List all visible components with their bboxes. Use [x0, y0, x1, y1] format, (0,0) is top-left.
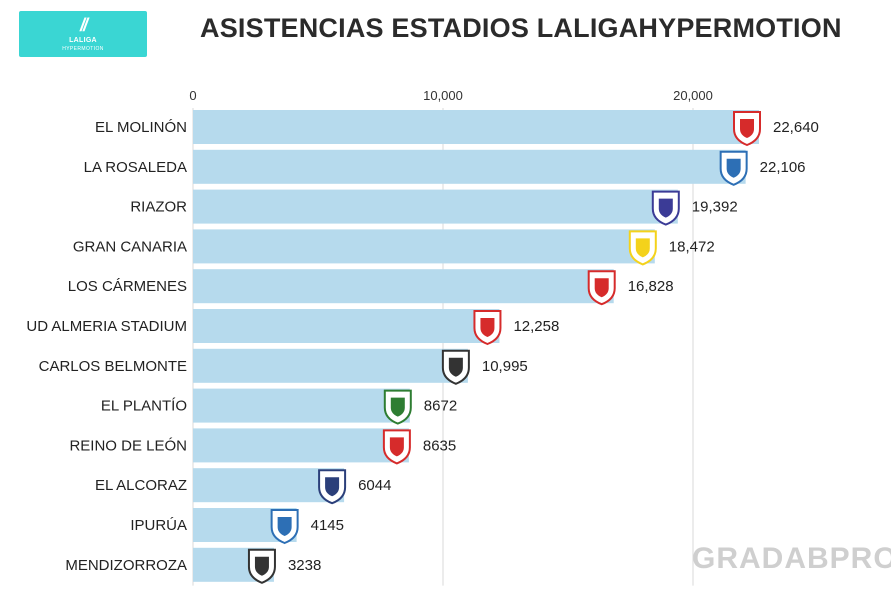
burgos-crest-icon — [383, 389, 412, 425]
bar — [193, 189, 678, 224]
bar — [193, 388, 410, 423]
bar — [193, 428, 409, 463]
laliga-mark-icon: // — [79, 15, 88, 35]
category-label: LA ROSALEDA — [84, 159, 187, 176]
watermark: GRADABPRO — [692, 542, 891, 575]
x-tick-label: 0 — [189, 88, 196, 103]
value-label: 3238 — [288, 557, 321, 574]
granada-crest-icon — [587, 270, 616, 306]
value-label: 19,392 — [692, 199, 738, 216]
value-label: 22,640 — [773, 119, 819, 136]
logo-text-line2: HYPERMOTION — [62, 46, 104, 52]
malaga-crest-icon — [719, 150, 748, 186]
category-label: UD ALMERIA STADIUM — [26, 318, 187, 335]
almeria-crest-icon — [473, 310, 502, 346]
category-label: EL MOLINÓN — [95, 119, 187, 136]
value-label: 16,828 — [628, 278, 674, 295]
x-tick-label: 20,000 — [673, 88, 713, 103]
category-label: REINO DE LEÓN — [69, 437, 187, 454]
bar — [193, 229, 655, 264]
value-label: 22,106 — [760, 159, 806, 176]
bar — [193, 110, 759, 144]
las-palmas-crest-icon — [628, 230, 657, 266]
value-label: 8672 — [424, 398, 457, 415]
category-label: MENDIZORROZA — [65, 557, 187, 574]
logo-text-line1: LALIGA — [69, 37, 97, 44]
value-label: 6044 — [358, 477, 391, 494]
value-label: 18,472 — [669, 238, 715, 255]
value-label: 8635 — [423, 437, 456, 454]
mirandes-crest-icon — [247, 548, 276, 584]
page-title: ASISTENCIAS ESTADIOS LALIGAHYPERMOTION — [200, 13, 842, 43]
value-label: 10,995 — [482, 358, 528, 375]
deportivo-crest-icon — [651, 190, 680, 226]
category-label: EL ALCORAZ — [95, 477, 187, 494]
value-label: 4145 — [311, 517, 344, 534]
huesca-crest-icon — [318, 469, 347, 505]
x-tick-label: 10,000 — [423, 88, 463, 103]
eibar-crest-icon — [270, 509, 299, 545]
laliga-hypermotion-logo: // LALIGA HYPERMOTION — [19, 11, 147, 57]
category-label: IPURÚA — [130, 517, 187, 534]
leonesa-crest-icon — [382, 429, 411, 465]
category-label: GRAN CANARIA — [73, 238, 187, 255]
bar — [193, 269, 614, 304]
bar — [193, 309, 500, 343]
category-label: EL PLANTÍO — [101, 398, 187, 415]
category-label: RIAZOR — [130, 199, 187, 216]
albacete-crest-icon — [441, 349, 470, 385]
bar — [193, 149, 746, 184]
bar — [193, 348, 468, 383]
value-label: 12,258 — [513, 318, 559, 335]
category-label: CARLOS BELMONTE — [39, 358, 187, 375]
sporting-gijon-crest-icon — [733, 111, 761, 147]
category-label: LOS CÁRMENES — [68, 278, 187, 295]
